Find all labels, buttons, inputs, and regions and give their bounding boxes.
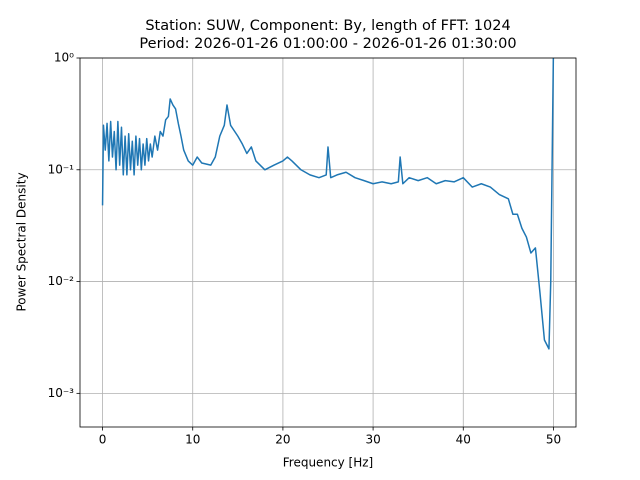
y-tick-label: 10⁰ bbox=[54, 51, 74, 65]
x-tick-label: 0 bbox=[99, 433, 107, 447]
chart-title: Station: SUW, Component: By, length of F… bbox=[145, 18, 510, 34]
y-tick-label: 10⁻² bbox=[48, 274, 75, 288]
plot-frame bbox=[79, 57, 577, 428]
data-line bbox=[101, 58, 555, 350]
x-tick-label: 10 bbox=[185, 433, 200, 447]
y-axis-label: Power Spectral Density bbox=[15, 172, 29, 311]
chart-subtitle: Period: 2026-01-26 01:00:00 - 2026-01-26… bbox=[139, 36, 516, 52]
y-tick-label: 10⁻³ bbox=[48, 386, 75, 400]
x-tick-label: 20 bbox=[275, 433, 290, 447]
x-tick-label: 40 bbox=[456, 433, 471, 447]
x-axis-label: Frequency [Hz] bbox=[283, 456, 374, 470]
y-tick-label: 10⁻¹ bbox=[48, 162, 75, 176]
x-tick-label: 50 bbox=[546, 433, 561, 447]
x-tick-label: 30 bbox=[365, 433, 380, 447]
